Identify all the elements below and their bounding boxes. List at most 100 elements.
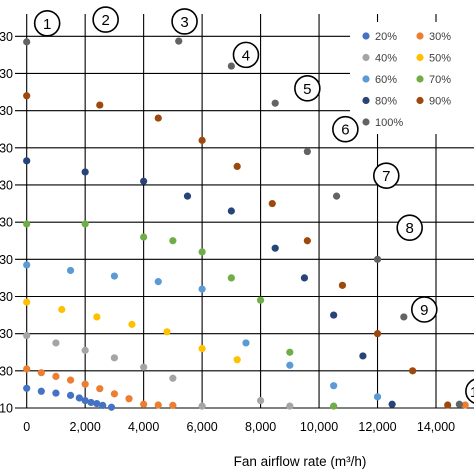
- y-tick-label: 30: [0, 178, 13, 192]
- data-point-100pct: [271, 99, 279, 107]
- data-point-60pct: [373, 393, 382, 401]
- legend-label: 50%: [429, 53, 451, 65]
- data-point-30pct: [461, 401, 469, 409]
- data-point-90pct: [198, 136, 206, 144]
- data-point-70pct: [23, 220, 31, 228]
- legend-label: 60%: [375, 74, 397, 86]
- data-point-90pct: [444, 401, 452, 409]
- y-tick-label: 10: [0, 402, 13, 416]
- x-axis-label: Fan airflow rate (m³/h): [234, 454, 367, 469]
- data-point-80pct: [330, 311, 338, 319]
- data-point-90pct: [233, 162, 241, 170]
- annotation-circle: [294, 75, 321, 102]
- annotation-label: 5: [303, 81, 311, 98]
- data-point-100pct: [400, 313, 408, 321]
- annotation-label: 1: [43, 16, 51, 33]
- y-tick-label: 30: [0, 104, 13, 118]
- data-point-30pct: [23, 365, 31, 373]
- annotation-label: 6: [341, 122, 349, 139]
- data-point-30pct: [125, 395, 133, 403]
- data-point-40pct: [140, 363, 148, 371]
- data-point-90pct: [338, 281, 347, 289]
- legend-marker: [362, 118, 370, 126]
- data-point-50pct: [198, 344, 206, 353]
- y-tick-labels: 10 30 30 30 30 30 30 30 30 30 30: [0, 30, 13, 416]
- data-point-40pct: [286, 402, 294, 410]
- data-point-20pct: [93, 399, 101, 408]
- data-point-30pct: [110, 390, 119, 398]
- data-point-70pct: [140, 233, 148, 241]
- annotation-circle: [92, 6, 119, 33]
- data-point-40pct: [52, 339, 60, 347]
- data-point-30pct: [37, 369, 45, 377]
- data-point-40pct: [169, 374, 177, 382]
- x-tick-label: 4,000: [128, 420, 159, 434]
- data-point-100pct: [227, 62, 235, 70]
- gridlines: [15, 14, 474, 409]
- data-point-80pct: [183, 192, 192, 200]
- legend-marker: [416, 75, 424, 83]
- data-point-50pct: [93, 313, 101, 321]
- data-point-70pct: [256, 296, 265, 304]
- data-point-80pct: [23, 157, 31, 165]
- data-point-90pct: [268, 199, 276, 208]
- data-point-50pct: [58, 305, 66, 314]
- data-point-70pct: [198, 248, 206, 256]
- data-point-80pct: [359, 352, 367, 360]
- y-tick-label: 30: [0, 327, 13, 341]
- data-point-40pct: [256, 396, 265, 405]
- data-point-90pct: [23, 92, 31, 100]
- annotation-circle: [396, 214, 423, 242]
- legend-label: 100%: [375, 117, 403, 129]
- data-point-60pct: [66, 266, 75, 275]
- data-point-100pct: [23, 38, 31, 46]
- annotation-label: 7: [382, 168, 390, 185]
- annotation-circle: [332, 115, 359, 143]
- legend-box: [350, 22, 474, 134]
- data-point-70pct: [81, 220, 89, 228]
- data-point-100pct: [332, 192, 341, 200]
- legend: 20% 30% 40% 50% 60% 70% 80% 90% 100%: [350, 22, 474, 134]
- data-point-90pct: [96, 101, 104, 109]
- data-point-20pct: [23, 384, 31, 392]
- data-point-70pct: [330, 402, 338, 410]
- annotations: 1 2 3 4 5 6 7 8 9 10: [33, 6, 474, 404]
- y-tick-label: 30: [0, 141, 13, 155]
- data-point-30pct: [66, 376, 75, 384]
- data-point-60pct: [242, 339, 250, 347]
- legend-marker: [416, 32, 424, 40]
- y-tick-label: 30: [0, 67, 13, 81]
- y-tick-label: 30: [0, 216, 13, 230]
- legend-label: 30%: [429, 31, 451, 43]
- data-point-20pct: [37, 387, 45, 395]
- data-point-80pct: [140, 177, 148, 185]
- data-point-20pct: [87, 398, 95, 407]
- data-point-50pct: [163, 328, 171, 336]
- data-point-80pct: [388, 400, 396, 408]
- annotation-label: 2: [101, 12, 109, 29]
- data-point-90pct: [303, 237, 311, 245]
- data-point-60pct: [330, 382, 338, 390]
- data-point-30pct: [52, 372, 60, 381]
- legend-marker: [416, 53, 424, 62]
- legend-marker: [362, 53, 370, 62]
- data-point-30pct: [81, 380, 89, 388]
- annotation-label: 3: [180, 14, 188, 31]
- annotation-circle: [33, 9, 61, 37]
- legend-label: 90%: [429, 96, 451, 108]
- data-point-50pct: [23, 298, 31, 306]
- annotation-circle: [232, 41, 260, 69]
- data-point-70pct: [169, 237, 177, 245]
- x-tick-label: 0: [23, 420, 30, 434]
- data-point-20pct: [75, 394, 83, 402]
- annotation-circle: [465, 378, 474, 404]
- data-point-20pct: [52, 389, 60, 397]
- legend-marker: [362, 32, 370, 40]
- legend-label: 80%: [375, 96, 397, 108]
- annotation-label: 8: [406, 220, 414, 237]
- x-tick-label: 6,000: [186, 420, 217, 434]
- legend-label: 20%: [375, 31, 397, 43]
- y-tick-label: 30: [0, 30, 13, 44]
- data-point-30pct: [154, 401, 162, 409]
